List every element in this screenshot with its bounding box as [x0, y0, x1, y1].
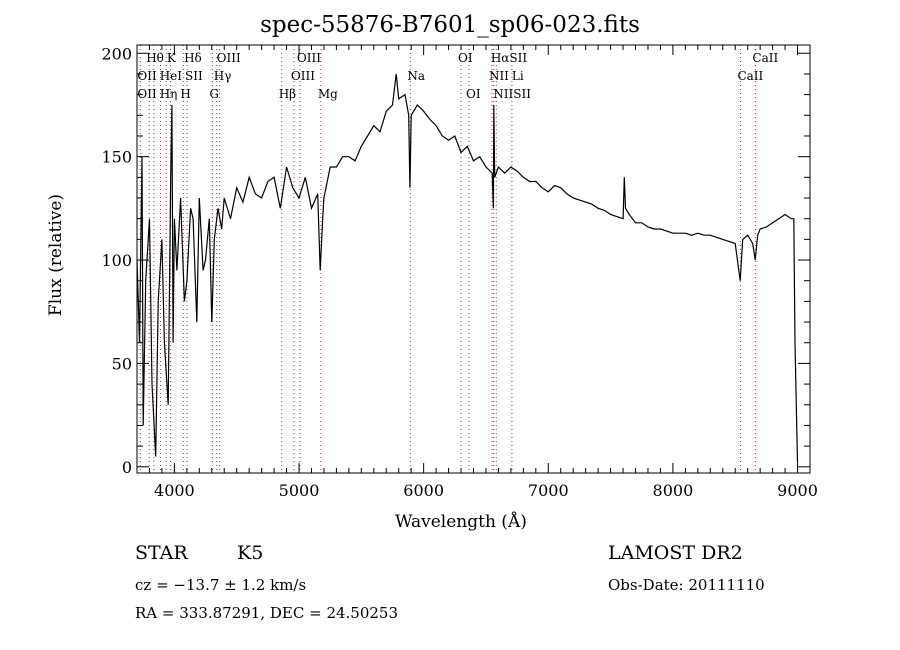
line-label: OI	[458, 51, 473, 65]
line-label: Hδ	[184, 51, 202, 65]
line-label: HαSII	[491, 51, 528, 65]
y-tick-label: 150	[101, 148, 132, 167]
obs-date: Obs-Date: 20111110	[608, 576, 765, 594]
line-label: Na	[407, 69, 425, 83]
line-label: G	[209, 87, 219, 101]
spectrum-line	[136, 73, 799, 463]
plot-frame	[136, 44, 811, 474]
line-label: OII	[137, 69, 157, 83]
line-label: Hγ	[214, 69, 232, 83]
line-label: OI	[466, 87, 481, 101]
x-tick-label: 9000	[777, 481, 818, 500]
y-tick-label: 0	[122, 458, 132, 477]
x-tick-label: 5000	[279, 481, 320, 500]
line-label: H	[180, 87, 190, 101]
line-label: OII	[137, 87, 157, 101]
coordinates: RA = 333.87291, DEC = 24.50253	[135, 604, 399, 622]
line-label: OIII	[297, 51, 321, 65]
line-label: OIII	[217, 51, 241, 65]
line-label: Hθ	[146, 51, 164, 65]
line-label: CaII	[752, 51, 778, 65]
line-label: SII	[185, 69, 203, 83]
line-label: NIISII	[493, 87, 531, 101]
subclass: K5	[237, 542, 264, 564]
y-tick-label: 100	[101, 251, 132, 270]
y-axis-label: Flux (relative)	[46, 193, 67, 317]
x-tick-label: 6000	[403, 481, 444, 500]
line-label: Hβ	[279, 87, 296, 101]
x-axis-label: Wavelength (Å)	[395, 512, 527, 532]
redshift-cz: cz = −13.7 ± 1.2 km/s	[135, 576, 307, 594]
survey-name: LAMOST DR2	[608, 542, 743, 564]
x-tick-label: 4000	[154, 481, 195, 500]
line-label: NII	[489, 69, 509, 83]
x-tick-label: 7000	[528, 481, 569, 500]
chart-title: spec-55876-B7601_sp06-023.fits	[260, 12, 640, 38]
y-tick-label: 200	[101, 44, 132, 63]
line-label: Hη	[160, 87, 178, 101]
line-label: K	[167, 51, 177, 65]
object-class: STAR	[135, 542, 188, 564]
line-label: HeI	[160, 69, 183, 83]
line-label: Li	[512, 69, 524, 83]
y-tick-label: 50	[112, 354, 132, 373]
line-label: CaII	[737, 69, 763, 83]
x-tick-label: 8000	[653, 481, 694, 500]
line-label: Mg	[318, 87, 338, 101]
line-label: OIII	[291, 69, 315, 83]
